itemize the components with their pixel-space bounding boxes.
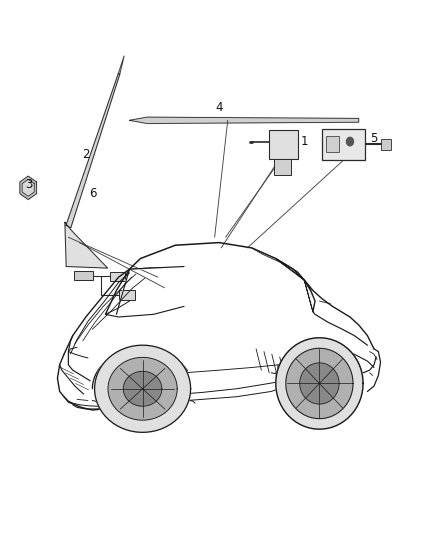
Text: 4: 4 [215,101,223,114]
Polygon shape [65,222,108,268]
Bar [269,130,297,159]
Text: 1: 1 [300,135,308,148]
Circle shape [346,138,353,146]
Bar [110,272,125,281]
Bar [119,290,135,300]
Polygon shape [276,338,363,429]
Bar [381,139,392,150]
Text: 5: 5 [370,132,378,146]
Text: 2: 2 [82,148,90,161]
Bar [74,271,93,280]
Text: 3: 3 [25,177,33,191]
Polygon shape [20,176,36,199]
Polygon shape [66,74,120,228]
Polygon shape [276,259,313,312]
Polygon shape [108,358,177,420]
Bar [326,136,339,152]
Polygon shape [124,372,162,406]
Bar [274,159,291,175]
Polygon shape [118,56,124,74]
Bar [321,129,365,160]
Polygon shape [22,179,34,196]
Text: 6: 6 [88,187,96,200]
Polygon shape [95,345,191,432]
Polygon shape [286,348,353,418]
Polygon shape [130,117,359,124]
Polygon shape [300,363,339,404]
Polygon shape [117,266,184,314]
